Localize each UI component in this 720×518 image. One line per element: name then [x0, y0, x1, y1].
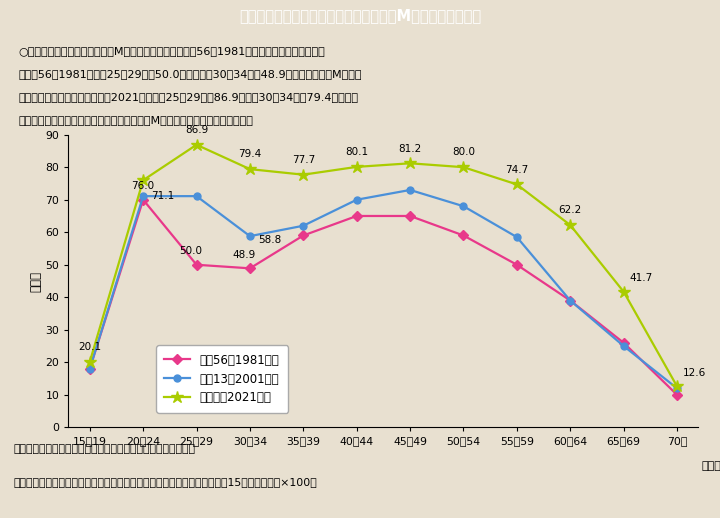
昭和56（1981）年	[459, 233, 468, 239]
平成13（2001）年	[619, 343, 628, 349]
Text: 58.8: 58.8	[258, 235, 282, 246]
Text: ○女性の年齢階級別労働力率（M字カーブ）について昭和56（1981）年からの変化を見ると、: ○女性の年齢階級別労働力率（M字カーブ）について昭和56（1981）年からの変化…	[19, 46, 325, 56]
Text: 79.4: 79.4	[238, 149, 261, 160]
Text: 74.7: 74.7	[505, 165, 528, 175]
平成13（2001）年	[299, 223, 307, 229]
平成13（2001）年	[192, 193, 201, 199]
Text: 12.6: 12.6	[683, 368, 706, 378]
令和３（2021）年	[513, 181, 521, 188]
Text: 71.1: 71.1	[151, 191, 175, 201]
昭和56（1981）年	[139, 197, 148, 203]
令和３（2021）年	[299, 171, 307, 178]
令和３（2021）年	[352, 164, 361, 170]
Text: 50.0: 50.0	[179, 247, 202, 256]
昭和56（1981）年	[619, 340, 628, 346]
平成13（2001）年	[406, 187, 415, 193]
令和３（2021）年	[246, 166, 254, 172]
昭和56（1981）年	[246, 265, 254, 271]
令和３（2021）年	[86, 359, 94, 365]
Line: 令和３（2021）年: 令和３（2021）年	[84, 138, 683, 393]
令和３（2021）年	[406, 160, 415, 166]
平成13（2001）年	[86, 366, 94, 372]
Text: 80.1: 80.1	[345, 147, 368, 157]
昭和56（1981）年	[192, 262, 201, 268]
令和３（2021）年	[566, 222, 575, 228]
昭和56（1981）年	[566, 297, 575, 304]
Line: 平成13（2001）年: 平成13（2001）年	[86, 186, 680, 392]
令和３（2021）年	[619, 289, 628, 295]
平成13（2001）年	[513, 234, 521, 240]
昭和56（1981）年	[299, 233, 307, 239]
昭和56（1981）年	[352, 213, 361, 219]
Text: 77.7: 77.7	[292, 155, 315, 165]
Text: 80.0: 80.0	[452, 148, 475, 157]
Legend: 昭和56（1981）年, 平成13（2001）年, 令和３（2021）年: 昭和56（1981）年, 平成13（2001）年, 令和３（2021）年	[156, 346, 288, 413]
平成13（2001）年	[139, 193, 148, 199]
Text: 86.9: 86.9	[185, 125, 208, 135]
昭和56（1981）年	[86, 366, 94, 372]
Text: （歳）: （歳）	[701, 462, 720, 471]
Text: 41.7: 41.7	[629, 274, 652, 283]
Text: 48.9: 48.9	[233, 250, 256, 260]
Text: しており、以前よりもカーブは浅くなり、M字の底となる年齢階級も上昇。: しており、以前よりもカーブは浅くなり、M字の底となる年齢階級も上昇。	[19, 115, 253, 125]
Line: 昭和56（1981）年: 昭和56（1981）年	[86, 196, 680, 398]
平成13（2001）年	[352, 197, 361, 203]
Text: ２－４図　女性の年齢階級別労働力率（M字カーブ）の推移: ２－４図 女性の年齢階級別労働力率（M字カーブ）の推移	[239, 9, 481, 23]
Text: ２．　労働力率は、「労働力人口（就業者＋完全失業者）」／「15歳以上人口」×100。: ２． 労働力率は、「労働力人口（就業者＋完全失業者）」／「15歳以上人口」×10…	[14, 477, 318, 487]
Text: （備考）１．　総務省「労働力調査（基本集計）」より作成。: （備考）１． 総務省「労働力調査（基本集計）」より作成。	[14, 444, 196, 454]
令和３（2021）年	[192, 141, 201, 148]
Y-axis label: （％）: （％）	[30, 270, 42, 292]
Text: 20.1: 20.1	[78, 342, 102, 352]
令和３（2021）年	[459, 164, 468, 170]
昭和56（1981）年	[406, 213, 415, 219]
Text: 76.0: 76.0	[132, 181, 155, 191]
令和３（2021）年	[139, 177, 148, 183]
平成13（2001）年	[566, 297, 575, 304]
平成13（2001）年	[672, 385, 681, 392]
令和３（2021）年	[672, 383, 681, 390]
Text: ブを描いていたが、令和３（2021）年では25～29歳ぇ86.9％、）30～34歳ぇ79.4％と上昇: ブを描いていたが、令和３（2021）年では25～29歳ぇ86.9％、）30～34…	[19, 92, 359, 102]
Text: 62.2: 62.2	[559, 205, 582, 215]
Text: 昭和56（1981）年は25～29歳（50.0％）及び＃30～34歳（48.9％）を底とするM字カー: 昭和56（1981）年は25～29歳（50.0％）及び＃30～34歳（48.9％…	[19, 69, 362, 79]
昭和56（1981）年	[672, 392, 681, 398]
平成13（2001）年	[459, 203, 468, 209]
昭和56（1981）年	[513, 262, 521, 268]
平成13（2001）年	[246, 233, 254, 239]
Text: 81.2: 81.2	[398, 143, 422, 153]
